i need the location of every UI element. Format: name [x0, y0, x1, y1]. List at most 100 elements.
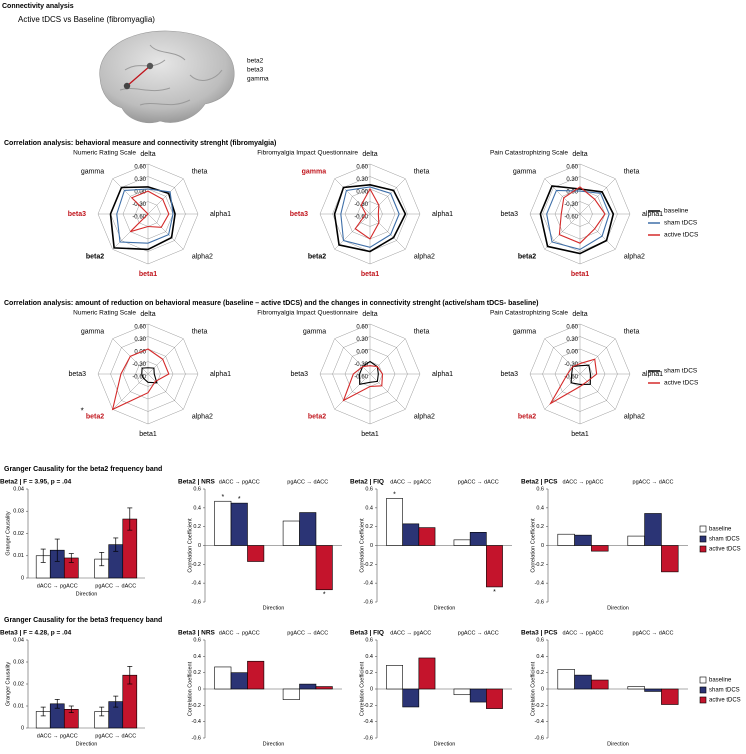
annotation: * [393, 491, 396, 498]
bar [591, 679, 609, 690]
bar [644, 688, 662, 692]
category-label: alpha1 [642, 211, 663, 218]
y-tick-label: 0.6 [365, 637, 373, 643]
category-label: beta1 [139, 431, 157, 438]
y-tick-label: 0.4 [193, 505, 201, 511]
x-axis-label: Direction [607, 605, 629, 611]
y-tick-label: 0.2 [193, 524, 201, 530]
category-label: gamma [302, 168, 327, 175]
x-axis-label: Direction [76, 591, 98, 597]
spoke [579, 373, 616, 410]
y-tick-label: 0.4 [365, 505, 373, 511]
category-label: delta [140, 311, 155, 318]
legend-swatch [699, 676, 707, 684]
bar [627, 535, 645, 546]
bar [214, 666, 232, 690]
annotation: * [221, 494, 224, 501]
error-bar [99, 552, 105, 567]
x-tick-label: pgACC → dACC [633, 630, 674, 636]
chart-title: Beta3 | NRS [178, 630, 216, 637]
sulci [119, 44, 223, 106]
category-label: alpha1 [210, 211, 231, 218]
error-bar [40, 706, 46, 717]
y-tick-label: 0.2 [365, 670, 373, 676]
y-axis-label: Granger Causality [5, 662, 11, 707]
spoke [369, 213, 406, 250]
legend-label: sham tDCS [709, 688, 740, 694]
legend-swatch [699, 525, 707, 533]
category-label: theta [624, 328, 640, 335]
r-tick-label: 0.60 [566, 325, 578, 331]
spoke [544, 178, 581, 215]
r-tick-label: -0.60 [564, 215, 578, 221]
x-axis-label: Direction [434, 741, 456, 747]
r-tick-label: 0.60 [134, 325, 146, 331]
bar [282, 520, 300, 546]
r-tick-label: 0.60 [134, 165, 146, 171]
r-tick-label: 0.60 [566, 165, 578, 171]
y-tick-label: 0.02 [13, 531, 24, 537]
series-line [111, 348, 170, 411]
y-tick-label: 0.6 [536, 637, 544, 643]
bar [247, 545, 265, 562]
spoke [112, 373, 149, 410]
r-tick-label: -0.30 [354, 362, 368, 368]
category-label: beta1 [571, 271, 589, 278]
y-tick-label: 0.4 [365, 654, 373, 660]
error-bar [113, 537, 119, 552]
y-axis-label: Granger Causality [5, 511, 11, 556]
y-tick-label: 0.2 [536, 670, 544, 676]
bar [402, 523, 420, 546]
bar [230, 502, 248, 546]
y-tick-label: -0.2 [535, 703, 544, 709]
spoke [369, 373, 406, 410]
bar [469, 532, 487, 546]
category-label: alpha1 [432, 211, 453, 218]
x-tick-label: pgACC → dACC [458, 630, 499, 636]
bar [386, 665, 403, 690]
chart-title: Fibromyalgia Impact Questionnaire [257, 310, 358, 317]
r-tick-label: -0.60 [132, 375, 146, 381]
y-axis-label: Correlation Coefficient [530, 661, 536, 716]
chart-title: Pain Catastrophizing Scale [490, 310, 568, 317]
legend-label: active tDCS [709, 547, 741, 553]
category-label: alpha1 [642, 371, 663, 378]
r-tick-label: -0.30 [564, 362, 578, 368]
y-tick-label: 0 [370, 543, 373, 549]
category-label: beta2 [86, 253, 104, 260]
spoke [544, 213, 581, 250]
y-tick-label: 0.6 [193, 637, 201, 643]
legend-swatch [699, 686, 707, 694]
section-title: Granger Causality for the beta2 frequenc… [4, 466, 162, 473]
category-label: delta [362, 311, 377, 318]
x-tick-label: dACC → pgACC [390, 630, 431, 636]
y-tick-label: 0.6 [536, 486, 544, 492]
legend-label: baseline [709, 678, 732, 684]
y-tick-label: -0.4 [535, 581, 544, 587]
legend-label: sham tDCS [664, 368, 698, 375]
y-tick-label: -0.2 [192, 703, 201, 709]
bar [299, 512, 317, 546]
spoke [334, 338, 371, 375]
r-tick-label: 0.00 [134, 190, 146, 196]
chart-title: Beta2 | PCS [521, 479, 558, 486]
bar [644, 513, 662, 546]
y-tick-label: 0.01 [13, 703, 24, 709]
x-tick-label: dACC → pgACC [37, 583, 78, 589]
r-tick-label: 0.60 [356, 325, 368, 331]
series-line [359, 360, 379, 385]
y-tick-label: 0.6 [193, 486, 201, 492]
category-label: beta1 [361, 431, 379, 438]
bar [486, 545, 503, 588]
x-tick-label: dACC → pgACC [219, 630, 260, 636]
r-tick-label: 0.30 [134, 337, 146, 343]
error-bar [127, 507, 133, 531]
error-bar [68, 553, 74, 563]
subtitle: Active tDCS vs Baseline (fibromyaglia) [18, 15, 155, 24]
category-label: alpha2 [624, 413, 645, 420]
category-label: beta3 [68, 371, 86, 378]
category-label: delta [572, 311, 587, 318]
bar [469, 688, 487, 703]
y-tick-label: -0.4 [364, 719, 373, 725]
y-tick-label: 0 [21, 725, 24, 731]
